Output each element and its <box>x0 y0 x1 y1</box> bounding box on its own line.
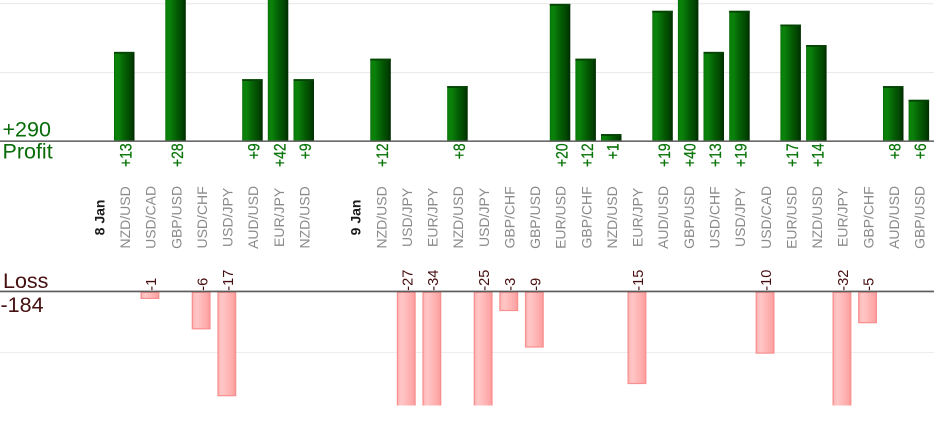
svg-text:GBP/CHF: GBP/CHF <box>501 186 517 248</box>
svg-text:GBP/USD: GBP/USD <box>527 186 543 249</box>
svg-text:GBP/USD: GBP/USD <box>912 186 928 249</box>
svg-text:AUD/USD: AUD/USD <box>245 186 261 249</box>
svg-text:+12: +12 <box>374 143 393 167</box>
svg-text:EUR/JPY: EUR/JPY <box>425 187 441 247</box>
svg-text:-1: -1 <box>144 278 160 291</box>
svg-text:+17: +17 <box>784 143 803 167</box>
svg-text:+12: +12 <box>579 143 598 167</box>
svg-text:-15: -15 <box>631 270 647 291</box>
svg-text:+8: +8 <box>451 143 470 159</box>
svg-text:-17: -17 <box>221 270 237 291</box>
svg-text:-25: -25 <box>477 270 493 291</box>
svg-text:-9: -9 <box>529 278 545 291</box>
svg-text:USD/CAD: USD/CAD <box>758 186 774 249</box>
svg-text:USD/JPY: USD/JPY <box>476 187 492 247</box>
svg-text:USD/CHF: USD/CHF <box>194 186 210 248</box>
svg-text:EUR/USD: EUR/USD <box>553 186 569 249</box>
svg-text:NZD/USD: NZD/USD <box>373 186 389 248</box>
svg-text:USD/JPY: USD/JPY <box>220 187 236 247</box>
svg-text:EUR/JPY: EUR/JPY <box>271 187 287 247</box>
svg-text:+20: +20 <box>553 143 572 167</box>
svg-text:NZD/USD: NZD/USD <box>450 186 466 248</box>
svg-text:-6: -6 <box>195 278 211 291</box>
svg-text:USD/CHF: USD/CHF <box>707 186 723 248</box>
svg-text:AUD/USD: AUD/USD <box>886 186 902 249</box>
svg-text:+8: +8 <box>886 143 905 159</box>
svg-text:-32: -32 <box>836 270 852 291</box>
svg-text:-34: -34 <box>426 270 442 291</box>
svg-text:+6: +6 <box>912 143 931 159</box>
svg-text:EUR/USD: EUR/USD <box>783 186 799 249</box>
svg-text:+9: +9 <box>245 143 264 159</box>
svg-text:EUR/JPY: EUR/JPY <box>835 187 851 247</box>
svg-text:+290: +290 <box>3 118 51 142</box>
svg-text:9 Jan: 9 Jan <box>348 199 364 235</box>
svg-text:-3: -3 <box>503 278 519 291</box>
svg-text:-10: -10 <box>759 270 775 291</box>
svg-text:USD/JPY: USD/JPY <box>399 187 415 247</box>
svg-text:Loss: Loss <box>3 269 48 293</box>
svg-text:NZD/USD: NZD/USD <box>604 186 620 248</box>
svg-text:NZD/USD: NZD/USD <box>296 186 312 248</box>
svg-text:Profit: Profit <box>3 140 53 164</box>
svg-text:+40: +40 <box>681 143 700 167</box>
svg-text:GBP/USD: GBP/USD <box>168 186 184 249</box>
svg-text:+13: +13 <box>707 143 726 167</box>
svg-text:+28: +28 <box>169 143 188 167</box>
svg-text:+9: +9 <box>297 143 316 159</box>
svg-text:+42: +42 <box>271 143 290 167</box>
svg-text:GBP/CHF: GBP/CHF <box>578 186 594 248</box>
svg-text:+1: +1 <box>604 143 623 159</box>
svg-text:NZD/USD: NZD/USD <box>809 186 825 248</box>
svg-text:-5: -5 <box>862 278 878 291</box>
svg-text:GBP/CHF: GBP/CHF <box>860 186 876 248</box>
svg-text:+14: +14 <box>809 143 828 167</box>
svg-text:+19: +19 <box>656 143 675 167</box>
svg-text:-184: -184 <box>1 293 44 317</box>
svg-text:8 Jan: 8 Jan <box>91 199 107 235</box>
svg-text:GBP/USD: GBP/USD <box>681 186 697 249</box>
svg-text:EUR/JPY: EUR/JPY <box>630 187 646 247</box>
svg-text:AUD/USD: AUD/USD <box>655 186 671 249</box>
svg-text:USD/CAD: USD/CAD <box>143 186 159 249</box>
svg-text:+19: +19 <box>732 143 751 167</box>
svg-text:NZD/USD: NZD/USD <box>117 186 133 248</box>
svg-text:-27: -27 <box>400 270 416 291</box>
svg-text:+13: +13 <box>117 143 136 167</box>
svg-text:USD/JPY: USD/JPY <box>732 187 748 247</box>
